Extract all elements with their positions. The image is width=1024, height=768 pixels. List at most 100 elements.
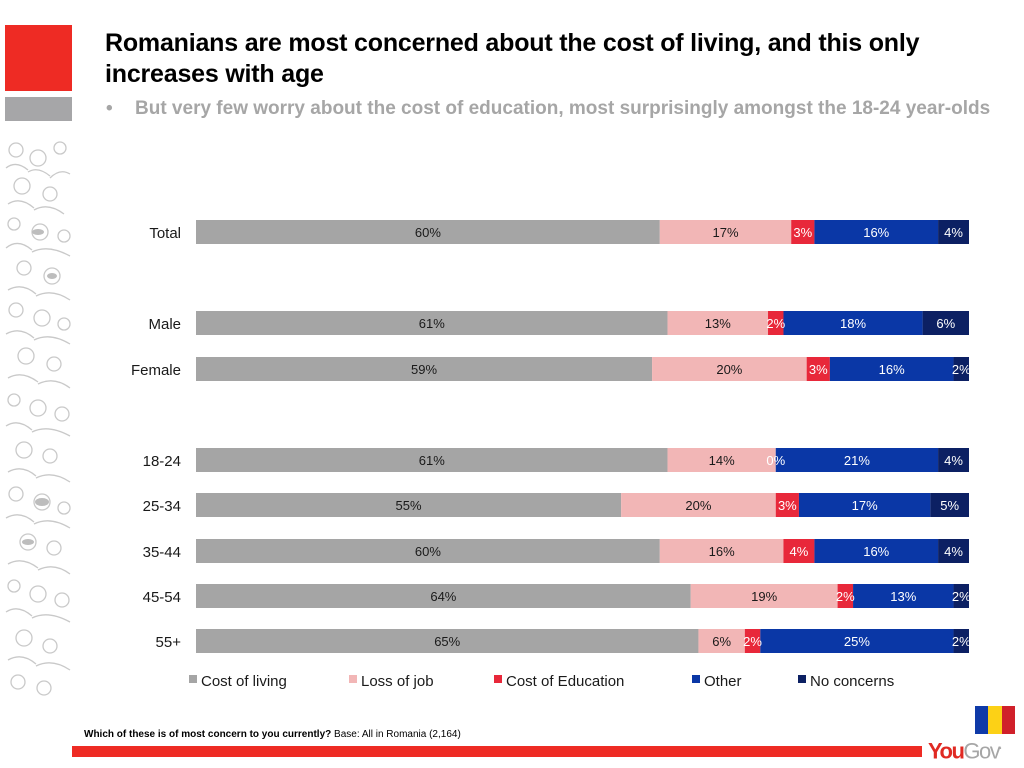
data-label: 60% [415,225,441,240]
bar-segment-loss-of-job [621,493,776,517]
category-label: 25-34 [143,498,181,515]
data-label: 3% [793,225,812,240]
survey-base: Base: All in Romania (2,164) [334,729,461,740]
data-label: 19% [751,589,777,604]
bar-segment-cost-of-education [783,539,815,563]
yougov-logo: YouGov• [928,736,1001,764]
data-label: 6% [936,316,955,331]
data-label: 2% [743,634,762,649]
romania-flag-icon [975,706,1015,734]
bar-segment-other [775,448,939,472]
bar-segment-cost-of-education [806,357,830,381]
bar-segment-no-concerns [953,629,969,653]
bar-segment-no-concerns [938,539,969,563]
data-label: 3% [809,362,828,377]
data-label: 61% [419,316,445,331]
data-label: 13% [705,316,731,331]
bar-segment-cost-of-living [196,220,660,244]
category-label: Female [131,362,181,379]
bar-segment-other [760,629,954,653]
bar-segment-no-concerns [938,448,969,472]
data-label: 5% [940,498,959,513]
data-label: 3% [778,498,797,513]
data-label: 20% [685,498,711,513]
data-label: 4% [944,544,963,559]
data-label: 55% [396,498,422,513]
bar-segment-cost-of-living [196,357,653,381]
bar-segment-loss-of-job [690,584,838,608]
bar-segment-cost-of-living [196,629,699,653]
data-label: 2% [952,634,971,649]
category-label: 35-44 [143,544,181,561]
data-label: 60% [415,544,441,559]
bar-segment-no-concerns [953,584,969,608]
legend-swatch [349,675,357,683]
data-label: 59% [411,362,437,377]
legend-label: Cost of living [201,673,287,690]
category-label: 18-24 [143,453,181,470]
bar-segment-other [814,539,939,563]
data-label: 4% [790,544,809,559]
bar-segment-other [853,584,954,608]
data-label: 2% [952,589,971,604]
data-label: 2% [766,316,785,331]
legend-label: No concerns [810,673,894,690]
data-label: 17% [852,498,878,513]
category-label: 55+ [156,634,182,651]
data-label: 17% [712,225,738,240]
bar-segment-cost-of-education [791,220,815,244]
logo-gov: Gov [963,738,1000,764]
bar-segment-loss-of-job [659,220,792,244]
bar-segment-cost-of-education [744,629,761,653]
data-label: 16% [879,362,905,377]
data-label: 6% [712,634,731,649]
bar-segment-no-concerns [922,311,969,335]
brand-grey-block [5,97,72,121]
bar-segment-other [829,357,954,381]
category-label: 45-54 [143,589,181,606]
logo-you: You [928,738,965,764]
data-label: 61% [419,453,445,468]
data-label: 64% [430,589,456,604]
bar-segment-cost-of-education [768,311,784,335]
flag-stripe-red [1001,706,1015,734]
stacked-bar-chart: Total 60% 17% 3% 16% 4% Male 61% 13% 2% 18% 6% Femal… [130,220,971,690]
footer-note: Which of these is of most concern to you… [84,729,461,740]
bar-segment-no-concerns [930,493,969,517]
bar-segment-loss-of-job [652,357,807,381]
legend-swatch [692,675,700,683]
category-label: Total [149,225,181,242]
data-label: 18% [840,316,866,331]
bar-segment-loss-of-job [667,311,769,335]
bar-segment-other [783,311,923,335]
data-label: 16% [863,225,889,240]
category-label: Male [148,316,181,333]
slide-title: Romanians are most concerned about the c… [105,29,920,88]
people-illustration [5,141,71,696]
bar-segment-no-concerns [953,357,969,381]
bullet-icon: • [106,98,113,119]
bar-segment-cost-of-education [775,493,799,517]
data-label: 65% [434,634,460,649]
data-label: 2% [952,362,971,377]
legend-swatch [798,675,806,683]
bar-segment-loss-of-job [698,629,745,653]
data-label: 4% [944,225,963,240]
legend-label: Other [704,673,742,690]
data-label: 16% [863,544,889,559]
bar-segment-other [814,220,939,244]
flag-stripe-yellow [988,706,1002,734]
bar-segment-cost-of-living [196,539,660,563]
slide-subtitle: • But very few worry about the cost of e… [106,96,1006,122]
data-label: 25% [844,634,870,649]
data-label: 20% [716,362,742,377]
subtitle-text: But very few worry about the cost of edu… [135,98,991,119]
data-label: 2% [836,589,855,604]
data-label: 16% [709,544,735,559]
bar-segment-loss-of-job [667,448,776,472]
bar-segment-no-concerns [938,220,969,244]
footer-red-bar [72,746,922,757]
bar-segment-other [798,493,931,517]
legend-swatch [494,675,502,683]
data-label: 14% [709,453,735,468]
